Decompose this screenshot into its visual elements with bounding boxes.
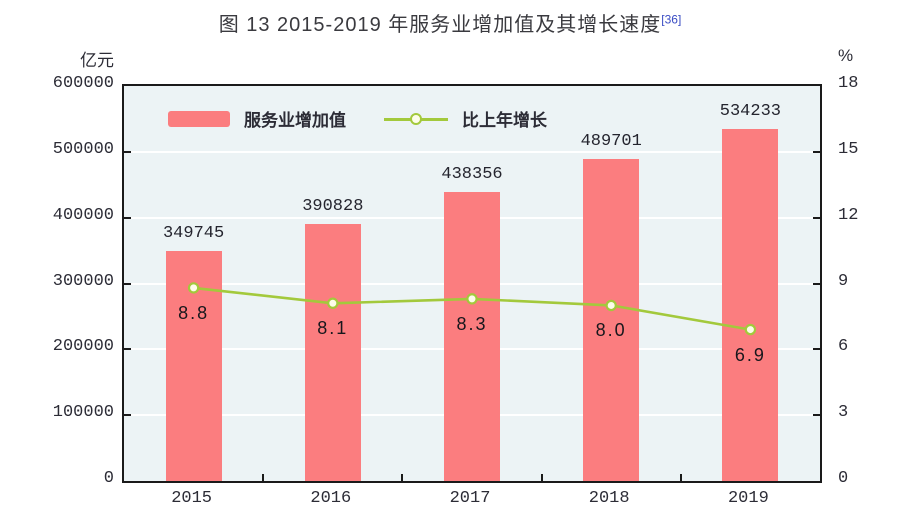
- bar-value-label: 489701: [580, 131, 642, 151]
- legend: 服务业增加值 比上年增长: [168, 106, 571, 131]
- right-axis-tick-label: 18: [838, 74, 859, 93]
- growth-value-label: 8.1: [317, 318, 349, 339]
- left-axis-tick-mark: [124, 216, 131, 219]
- left-axis-tick-mark: [124, 348, 131, 351]
- right-axis-tick-mark: [813, 150, 820, 153]
- x-axis-tick-label: 2018: [588, 489, 630, 508]
- x-axis-tick-mark: [540, 474, 543, 481]
- growth-value-label: 8.3: [456, 313, 488, 334]
- legend-line-swatch: [384, 111, 448, 127]
- left-axis-tick-mark: [124, 414, 131, 417]
- left-axis-tick-mark: [124, 282, 131, 285]
- legend-bar-swatch: [168, 110, 230, 127]
- x-axis-tick-label: 2019: [727, 489, 769, 508]
- bar: [444, 192, 500, 481]
- bar: [304, 223, 361, 481]
- x-axis-tick-label: 2017: [449, 489, 491, 508]
- chart-title-text: 图 13 2015-2019 年服务业增加值及其增长速度: [218, 14, 662, 36]
- left-axis-tick-label: 200000: [52, 337, 114, 357]
- right-axis-tick-mark: [813, 216, 820, 219]
- bar: [722, 129, 779, 481]
- footnote-reference: [36]: [661, 12, 682, 27]
- plot-area: 349745 390828 438356 489701 534233 8.8 8.1 8.3 8…: [122, 84, 822, 483]
- right-axis-tick-label: 15: [838, 139, 859, 159]
- right-axis-tick-label: 0: [838, 469, 849, 488]
- right-axis-tick-label: 3: [838, 403, 849, 423]
- x-axis-tick-mark: [679, 474, 682, 481]
- x-axis-tick-label: 2016: [310, 489, 352, 508]
- x-axis-tick-mark: [401, 474, 404, 481]
- bar-value-label: 349745: [162, 223, 225, 243]
- right-axis-tick-mark: [813, 348, 820, 351]
- growth-value-label: 8.0: [595, 320, 627, 341]
- right-axis-tick-label: 9: [838, 271, 849, 291]
- right-axis-unit-label: %: [838, 46, 854, 65]
- right-axis-tick-label: 6: [838, 337, 849, 357]
- left-axis-tick-label: 300000: [52, 271, 114, 291]
- bar-value-label: 390828: [302, 196, 364, 216]
- right-axis-tick-label: 12: [838, 205, 859, 225]
- x-axis-tick-mark: [262, 474, 265, 481]
- right-axis-tick-mark: [813, 282, 820, 285]
- legend-label-bar-series: 服务业增加值: [244, 111, 346, 130]
- growth-value-label: 6.9: [734, 344, 766, 365]
- bar: [165, 250, 222, 481]
- left-axis-tick-label: 400000: [52, 205, 114, 225]
- bar-value-label: 438356: [441, 165, 503, 185]
- x-axis-tick-label: 2015: [171, 489, 212, 508]
- right-axis-tick-mark: [813, 414, 820, 417]
- growth-value-label: 8.8: [178, 302, 210, 323]
- left-axis-tick-label: 0: [103, 469, 114, 488]
- legend-line-marker-dot: [410, 112, 422, 125]
- left-axis-tick-label: 100000: [52, 403, 114, 423]
- left-axis-tick-label: 600000: [52, 74, 114, 93]
- left-axis-unit-label: 亿元: [80, 51, 114, 70]
- legend-label-line-series: 比上年增长: [462, 111, 547, 130]
- bar-value-label: 534233: [719, 102, 781, 122]
- left-axis-tick-mark: [124, 150, 131, 153]
- left-axis-tick-label: 500000: [52, 139, 114, 159]
- gridline: [124, 150, 820, 153]
- chart-title: 图 13 2015-2019 年服务业增加值及其增长速度[36]: [0, 8, 900, 37]
